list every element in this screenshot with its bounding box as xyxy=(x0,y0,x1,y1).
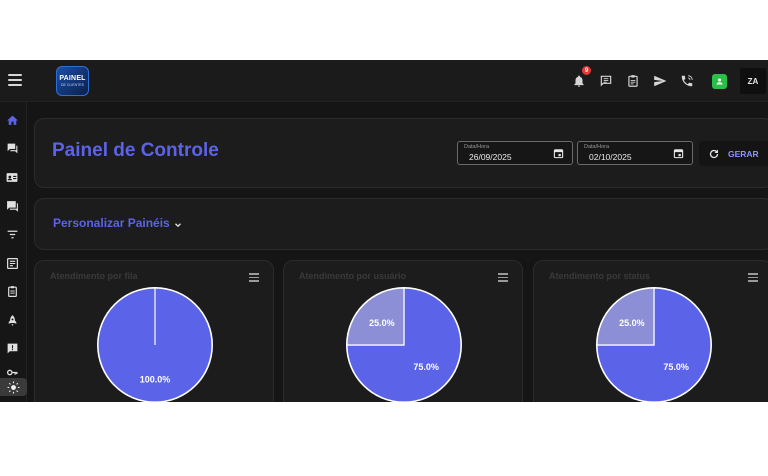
rocket-icon[interactable] xyxy=(4,312,20,328)
whatsapp-connection-button[interactable] xyxy=(712,73,727,89)
personalize-panels-card: Personalizar Painéis xyxy=(34,198,768,250)
tasks-clipboard-icon[interactable] xyxy=(624,72,642,90)
calendar-icon[interactable] xyxy=(673,148,684,159)
forum-icon[interactable] xyxy=(4,198,20,214)
pie-slice-1[interactable] xyxy=(346,287,405,346)
chart-title: Atendimento por fila xyxy=(50,271,138,281)
notification-badge: 9 xyxy=(582,66,591,75)
document-list-icon[interactable] xyxy=(4,255,20,271)
chart-menu-icon[interactable] xyxy=(498,273,508,282)
contacts-card-icon[interactable] xyxy=(4,169,20,185)
end-date-field[interactable]: Data/Hora 02/10/2025 xyxy=(577,141,693,165)
personalize-panels-toggle[interactable]: Personalizar Painéis xyxy=(53,216,183,230)
refresh-icon xyxy=(709,149,719,158)
personalize-panels-label: Personalizar Painéis xyxy=(53,216,170,230)
clipboard-icon[interactable] xyxy=(4,283,20,299)
chart-title: Atendimento por usuário xyxy=(299,271,407,281)
user-add-icon xyxy=(716,78,723,84)
chart-menu-icon[interactable] xyxy=(748,273,758,282)
pie-data-label: 75.0% xyxy=(663,362,689,372)
chat-list-icon[interactable] xyxy=(4,140,20,156)
generate-button[interactable]: GERAR xyxy=(699,141,768,166)
theme-toggle-button[interactable] xyxy=(0,378,27,396)
start-date-value: 26/09/2025 xyxy=(469,152,512,162)
key-icon[interactable] xyxy=(4,364,20,380)
pie-data-label: 25.0% xyxy=(369,318,395,328)
sun-icon xyxy=(7,381,20,393)
home-icon[interactable] xyxy=(4,112,20,128)
chart-card-by-user: Atendimento por usuário 75.0% 25.0% xyxy=(283,260,523,402)
chart-menu-icon[interactable] xyxy=(249,273,259,282)
filter-icon[interactable] xyxy=(4,226,20,242)
chart-card-by-status: Atendimento por status 75.0% 25.0% xyxy=(533,260,768,402)
logo-text: PAINEL xyxy=(59,75,86,82)
pie-slice-0[interactable] xyxy=(346,287,462,402)
logo-subtext: DE CLIENTES xyxy=(61,83,84,87)
menu-toggle-icon[interactable] xyxy=(8,74,22,86)
pie-chart: 75.0% 25.0% xyxy=(596,287,712,402)
calendar-icon[interactable] xyxy=(553,148,564,159)
pie-slice-0[interactable] xyxy=(596,287,712,402)
page-title: Painel de Controle xyxy=(52,140,219,161)
generate-button-label: GERAR xyxy=(728,148,759,159)
pie-chart: 100.0% xyxy=(97,287,213,402)
chart-title: Atendimento por status xyxy=(549,271,651,281)
chevron-down-icon xyxy=(174,222,181,227)
notifications-bell-icon[interactable]: 9 xyxy=(570,66,591,90)
app-window: PAINEL DE CLIENTES 9 ZA xyxy=(0,60,768,402)
pie-chart: 75.0% 25.0% xyxy=(346,287,462,402)
send-icon[interactable] xyxy=(651,72,669,90)
chart-card-by-queue: Atendimento por fila 100.0% xyxy=(34,260,274,402)
app-logo[interactable]: PAINEL DE CLIENTES xyxy=(56,66,89,96)
end-date-value: 02/10/2025 xyxy=(589,152,632,162)
pie-data-label: 100.0% xyxy=(140,375,171,385)
sidebar xyxy=(0,102,27,402)
start-date-field[interactable]: Data/Hora 26/09/2025 xyxy=(457,141,573,165)
pie-slice-1[interactable] xyxy=(596,287,655,346)
user-avatar[interactable]: ZA xyxy=(740,68,766,94)
phone-call-icon[interactable] xyxy=(678,72,696,90)
feedback-icon[interactable] xyxy=(4,340,20,356)
top-bar: PAINEL DE CLIENTES 9 ZA xyxy=(0,60,768,102)
dashboard-header-card: Painel de Controle Data/Hora 26/09/2025 … xyxy=(34,118,768,188)
messages-icon[interactable] xyxy=(597,72,615,90)
end-date-label: Data/Hora xyxy=(584,144,610,150)
pie-data-label: 25.0% xyxy=(619,318,645,328)
top-actions: 9 ZA xyxy=(565,60,768,102)
pie-data-label: 75.0% xyxy=(413,362,439,372)
start-date-label: Data/Hora xyxy=(464,144,490,150)
